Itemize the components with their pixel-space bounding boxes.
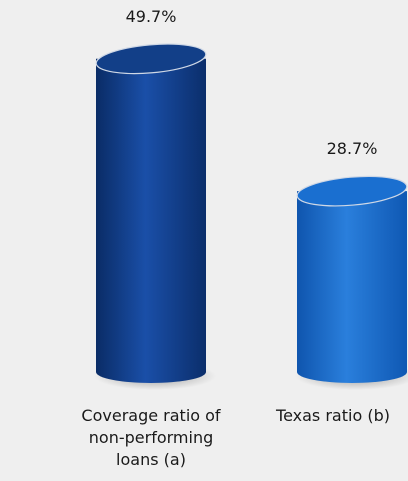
bar-texas-ratio-body [297, 191, 407, 383]
bar-texas-ratio-top [296, 175, 408, 207]
bar-coverage-ratio-top [95, 43, 207, 75]
category-label-texas-ratio: Texas ratio (b) [276, 406, 390, 425]
bar-texas-ratio [295, 175, 408, 390]
data-label-texas-ratio: 28.7% [327, 139, 378, 158]
data-label-coverage-ratio: 49.7% [126, 7, 177, 26]
bar-coverage-ratio-body [96, 58, 206, 383]
bar-coverage-ratio [94, 43, 216, 390]
bars-layer: 49.7% 28.7% [94, 7, 408, 390]
category-label-coverage-ratio: Coverage ratio of non-performing loans (… [81, 406, 221, 469]
